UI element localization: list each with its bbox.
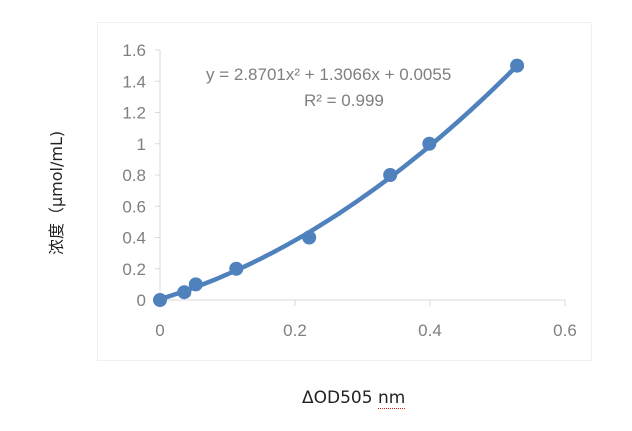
svg-text:0.6: 0.6 — [553, 321, 577, 340]
svg-text:0.6: 0.6 — [122, 197, 146, 216]
svg-text:0.4: 0.4 — [418, 321, 442, 340]
svg-text:1: 1 — [137, 135, 146, 154]
data-point — [188, 277, 203, 292]
svg-text:1.2: 1.2 — [122, 104, 146, 123]
svg-text:0.2: 0.2 — [283, 321, 307, 340]
data-point — [177, 285, 192, 300]
data-point — [153, 293, 167, 307]
svg-text:0: 0 — [137, 291, 146, 310]
x-axis-title: ΔOD505 nm — [302, 388, 406, 409]
data-point — [302, 230, 317, 245]
y-axis-title: 浓度（μmol/mL) — [47, 130, 66, 255]
svg-text:0.2: 0.2 — [122, 260, 146, 279]
data-points — [153, 58, 525, 307]
svg-text:0.4: 0.4 — [122, 229, 146, 248]
data-point — [422, 136, 437, 151]
chart-area — [97, 22, 592, 361]
svg-text:0.8: 0.8 — [122, 166, 146, 185]
trendline-equation: y = 2.8701x² + 1.3066x + 0.0055 — [206, 65, 451, 84]
x-axis-title-main: ΔOD505 — [302, 388, 378, 408]
data-point — [383, 168, 398, 182]
data-point — [229, 261, 244, 276]
tick-labels: 0 0.2 0.4 0.6 0.8 1 1.2 1.4 1.6 0 0.2 0.4 0.6 — [122, 41, 576, 340]
svg-text:1.4: 1.4 — [122, 72, 146, 91]
svg-text:0: 0 — [155, 321, 164, 340]
data-point — [510, 58, 525, 73]
axes — [155, 49, 566, 306]
svg-text:1.6: 1.6 — [122, 41, 146, 60]
trendline — [157, 63, 520, 302]
x-axis-title-unit: nm — [377, 388, 406, 409]
r-squared-label: R² = 0.999 — [304, 91, 384, 110]
